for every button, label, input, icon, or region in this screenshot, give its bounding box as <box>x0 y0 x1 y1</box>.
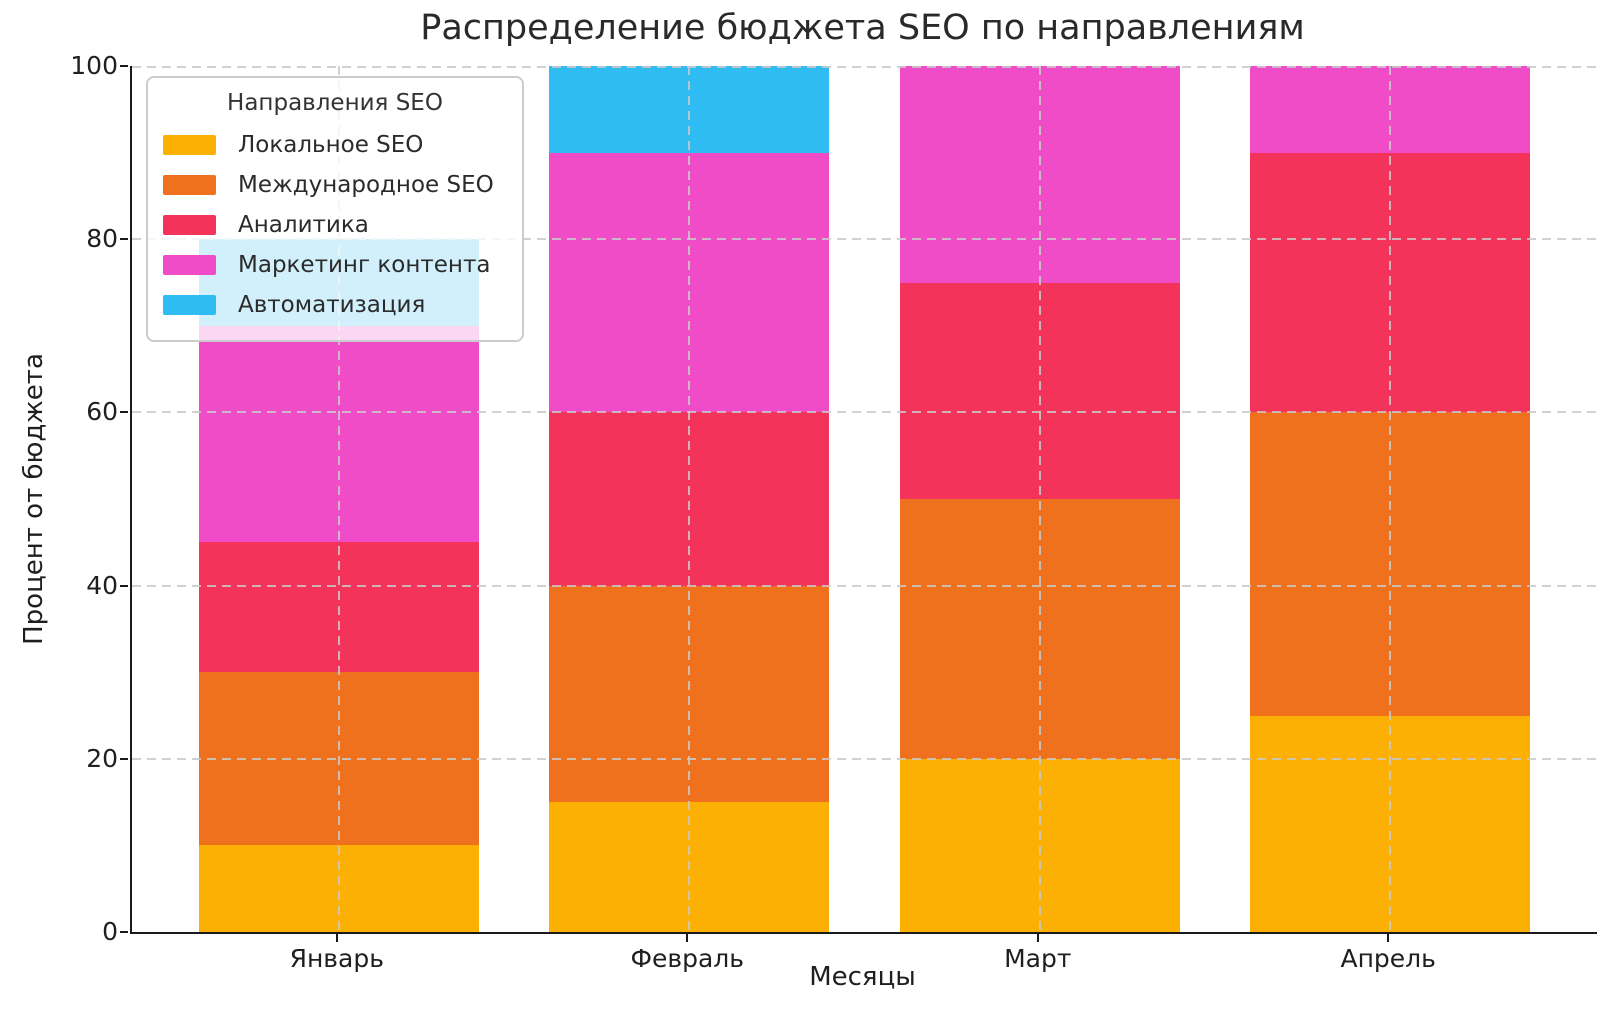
legend-item: Локальное SEO <box>163 130 507 160</box>
y-tick-label-40: 40 <box>86 570 118 600</box>
legend-swatch-icon <box>163 215 216 235</box>
legend-label: Локальное SEO <box>238 132 424 158</box>
legend-label: Маркетинг контента <box>238 252 491 278</box>
y-tick-label-60: 60 <box>86 397 118 427</box>
legend-label: Автоматизация <box>238 292 426 318</box>
legend-label: Международное SEO <box>238 172 494 198</box>
x-tick-label-1: Январь <box>289 944 384 973</box>
x-tick-label-4: Апрель <box>1340 944 1436 973</box>
y-tick-mark <box>120 238 128 241</box>
legend-label: Аналитика <box>238 212 369 238</box>
x-tick-mark <box>335 934 338 942</box>
y-tick-mark <box>120 65 128 67</box>
h-gridline-100 <box>132 66 1597 68</box>
x-tick-label-2: Февраль <box>630 944 745 973</box>
legend: Направления SEO Локальное SEO Международн… <box>146 76 524 342</box>
y-tick-label-20: 20 <box>86 743 118 773</box>
y-tick-mark <box>120 931 128 933</box>
legend-item: Аналитика <box>163 210 507 240</box>
x-axis-label: Месяцы <box>809 962 916 992</box>
x-tick-mark <box>686 934 689 942</box>
legend-item: Маркетинг контента <box>163 250 507 280</box>
y-tick-label-0: 0 <box>102 917 118 946</box>
y-tick-label-80: 80 <box>86 224 118 254</box>
y-tick-mark <box>120 757 128 760</box>
legend-swatch-icon <box>163 175 216 195</box>
legend-rows: Локальное SEO Международное SEO Аналитика М… <box>163 130 507 320</box>
legend-swatch-icon <box>163 135 216 155</box>
v-gridline-2 <box>688 66 691 932</box>
legend-swatch-icon <box>163 295 216 315</box>
x-tick-mark <box>1036 934 1039 942</box>
legend-swatch-icon <box>163 255 216 275</box>
v-gridline-4 <box>1389 66 1392 932</box>
legend-item: Международное SEO <box>163 170 507 200</box>
h-gridline-40 <box>132 584 1597 587</box>
y-tick-mark <box>120 411 128 414</box>
y-tick-label-100: 100 <box>70 51 118 80</box>
x-tick-label-3: Март <box>1004 944 1072 973</box>
h-gridline-20 <box>132 757 1597 760</box>
v-gridline-1 <box>337 66 340 932</box>
y-tick-mark <box>120 584 128 587</box>
v-gridline-3 <box>1038 66 1041 932</box>
legend-item: Автоматизация <box>163 290 507 320</box>
h-gridline-80 <box>132 238 1597 241</box>
chart-title: Распределение бюджета SEO по направления… <box>420 8 1305 48</box>
h-gridline-60 <box>132 411 1597 414</box>
plot-area: Направления SEO Локальное SEO Международн… <box>130 66 1597 934</box>
legend-title: Направления SEO <box>227 90 443 116</box>
x-tick-mark <box>1387 934 1390 942</box>
